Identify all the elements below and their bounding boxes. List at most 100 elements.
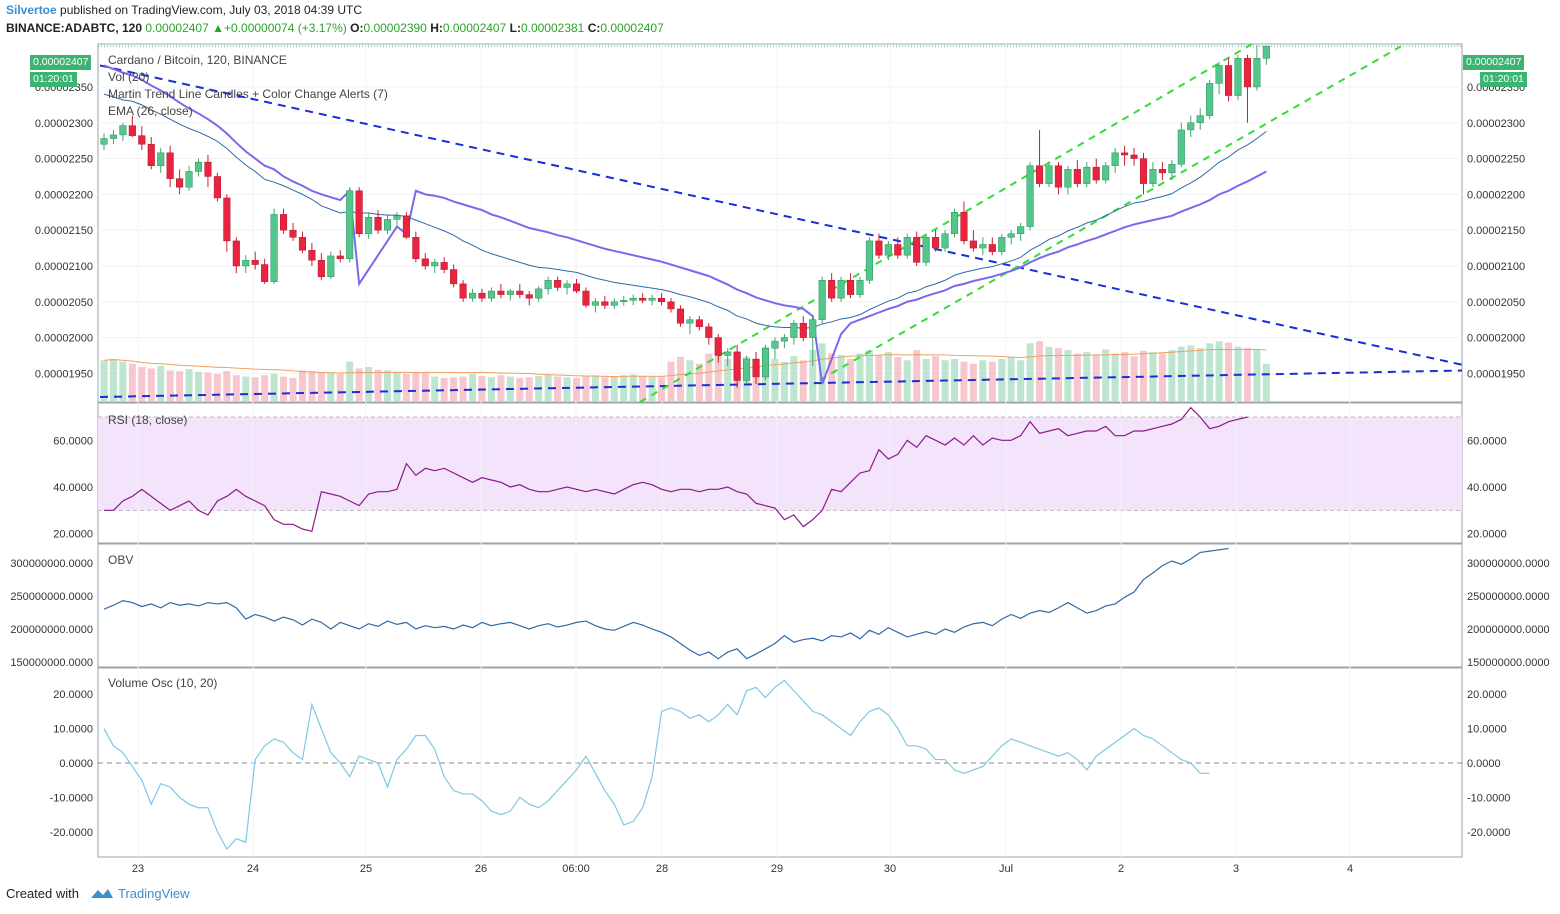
candle[interactable]	[837, 280, 845, 299]
candle[interactable]	[213, 176, 221, 199]
candle[interactable]	[960, 212, 968, 242]
candle[interactable]	[242, 259, 250, 267]
candle[interactable]	[478, 292, 486, 299]
legend-volume[interactable]: Vol (20)	[108, 70, 150, 84]
candle[interactable]	[1177, 129, 1185, 165]
candle[interactable]	[535, 288, 543, 299]
author-link[interactable]: Silvertoe	[6, 3, 57, 17]
candle[interactable]	[1007, 233, 1015, 238]
candle[interactable]	[591, 301, 599, 306]
candle[interactable]	[648, 297, 656, 301]
candle[interactable]	[459, 283, 467, 299]
candle[interactable]	[865, 240, 874, 281]
candle[interactable]	[932, 237, 940, 249]
candle[interactable]	[582, 290, 590, 306]
legend-vosc[interactable]: Volume Osc (10, 20)	[108, 676, 218, 690]
candle[interactable]	[743, 358, 751, 381]
downtrend-line[interactable]	[99, 64, 1463, 366]
candle[interactable]	[450, 269, 458, 285]
candle[interactable]	[393, 215, 401, 220]
candle[interactable]	[988, 244, 996, 252]
candle[interactable]	[119, 125, 127, 136]
price-pane[interactable]	[97, 43, 1463, 403]
candle[interactable]	[563, 283, 571, 288]
channel-lower-line[interactable]	[819, 43, 1406, 381]
candle[interactable]	[705, 326, 713, 338]
candle[interactable]	[147, 143, 155, 166]
candle[interactable]	[487, 290, 495, 299]
candle[interactable]	[818, 280, 826, 320]
candle[interactable]	[1262, 45, 1270, 59]
candle[interactable]	[261, 264, 269, 282]
candle[interactable]	[1187, 122, 1195, 131]
candle[interactable]	[469, 292, 477, 299]
candle[interactable]	[355, 190, 363, 234]
candle[interactable]	[724, 351, 732, 356]
candle[interactable]	[894, 244, 902, 256]
candle[interactable]	[913, 237, 921, 263]
candle[interactable]	[1168, 164, 1176, 174]
candle[interactable]	[1149, 169, 1157, 184]
legend-ema[interactable]: EMA (26, close)	[108, 104, 193, 118]
candle[interactable]	[497, 290, 505, 295]
candle[interactable]	[317, 259, 325, 277]
candle[interactable]	[157, 152, 165, 166]
candle[interactable]	[1083, 166, 1091, 184]
candle[interactable]	[1111, 152, 1119, 166]
candle[interactable]	[374, 217, 382, 231]
candle[interactable]	[1045, 165, 1053, 184]
candle[interactable]	[1017, 226, 1025, 234]
candle[interactable]	[176, 178, 184, 188]
candle[interactable]	[336, 255, 344, 260]
candle[interactable]	[572, 283, 581, 292]
footer-brand[interactable]: TradingView	[118, 886, 190, 901]
candle[interactable]	[1064, 169, 1072, 188]
candle[interactable]	[969, 240, 977, 249]
candle[interactable]	[289, 229, 297, 238]
legend-obv[interactable]: OBV	[108, 553, 134, 567]
candle[interactable]	[516, 290, 524, 295]
candle[interactable]	[1234, 58, 1242, 96]
candle[interactable]	[346, 190, 354, 260]
candle[interactable]	[185, 171, 193, 188]
candle[interactable]	[1130, 154, 1138, 159]
candle[interactable]	[1054, 165, 1063, 188]
candle[interactable]	[128, 125, 136, 136]
candle[interactable]	[544, 280, 552, 290]
candle[interactable]	[1243, 58, 1252, 88]
candle[interactable]	[780, 337, 788, 342]
channel-upper-line[interactable]	[639, 43, 1253, 403]
candle[interactable]	[629, 297, 637, 301]
candle[interactable]	[204, 161, 212, 177]
candle[interactable]	[979, 244, 987, 249]
symbol-name[interactable]: BINANCE:ADABTC, 120	[6, 21, 143, 35]
candle[interactable]	[752, 358, 760, 378]
vosc-pane[interactable]	[97, 667, 1463, 858]
candle[interactable]	[1102, 165, 1110, 181]
candle[interactable]	[686, 319, 694, 324]
candle[interactable]	[138, 135, 146, 145]
candle[interactable]	[506, 290, 514, 295]
candle[interactable]	[884, 244, 892, 256]
candle[interactable]	[601, 301, 609, 306]
candle[interactable]	[308, 249, 316, 261]
obv-pane[interactable]	[97, 543, 1463, 668]
candle[interactable]	[658, 297, 666, 303]
candle[interactable]	[620, 300, 628, 303]
candle[interactable]	[856, 280, 864, 295]
candle[interactable]	[431, 262, 439, 267]
legend-martin[interactable]: Martin Trend Line Candles + Color Change…	[108, 87, 388, 101]
candle[interactable]	[1196, 115, 1204, 124]
candle[interactable]	[100, 138, 108, 145]
legend-symbol[interactable]: Cardano / Bitcoin, 120, BINANCE	[108, 53, 287, 67]
candle[interactable]	[109, 134, 118, 139]
candle[interactable]	[1215, 65, 1223, 84]
candle[interactable]	[421, 258, 429, 267]
candle[interactable]	[1206, 83, 1214, 116]
candle[interactable]	[610, 301, 618, 306]
candle[interactable]	[1225, 65, 1233, 96]
candle[interactable]	[639, 297, 647, 301]
candle[interactable]	[761, 348, 770, 378]
candle[interactable]	[554, 280, 562, 288]
